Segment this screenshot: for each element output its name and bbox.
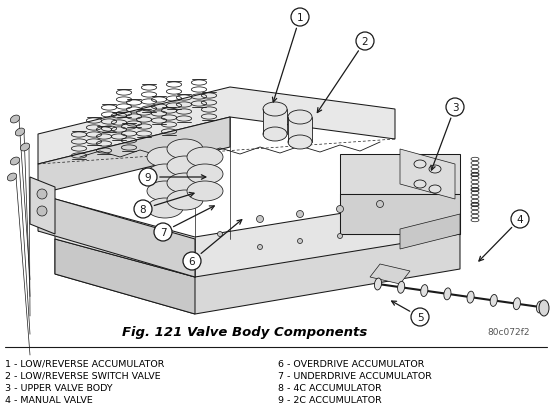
Circle shape [139,168,157,187]
Text: 7: 7 [160,228,166,237]
Polygon shape [55,239,195,314]
Ellipse shape [490,295,497,307]
Circle shape [217,232,222,237]
Ellipse shape [467,292,474,303]
Ellipse shape [167,157,203,177]
Circle shape [298,239,302,244]
Circle shape [134,200,152,218]
Polygon shape [400,149,455,200]
Ellipse shape [10,158,20,166]
Text: 8 - 4C ACCUMULATOR: 8 - 4C ACCUMULATOR [278,383,382,392]
Ellipse shape [513,298,521,310]
Polygon shape [288,118,312,143]
Text: 4: 4 [517,215,523,224]
Polygon shape [340,155,460,194]
Text: Fig. 121 Valve Body Components: Fig. 121 Valve Body Components [123,326,368,339]
Circle shape [183,252,201,270]
Ellipse shape [397,281,405,294]
Text: 80c072f2: 80c072f2 [487,328,530,337]
Text: 3 - UPPER VALVE BODY: 3 - UPPER VALVE BODY [5,383,113,392]
Polygon shape [38,118,230,194]
Ellipse shape [147,181,183,202]
Ellipse shape [167,190,203,211]
Polygon shape [30,177,55,234]
Circle shape [257,216,263,223]
Text: 6 - OVERDRIVE ACCUMULATOR: 6 - OVERDRIVE ACCUMULATOR [278,359,424,368]
Text: 9 - 2C ACCUMULATOR: 9 - 2C ACCUMULATOR [278,395,382,404]
Polygon shape [55,194,460,277]
Text: 7 - UNDERDRIVE ACCUMULATOR: 7 - UNDERDRIVE ACCUMULATOR [278,371,432,380]
Polygon shape [263,110,287,135]
Ellipse shape [187,164,223,185]
Ellipse shape [414,181,426,189]
Ellipse shape [263,103,287,117]
Circle shape [376,201,384,208]
Circle shape [154,224,172,241]
Polygon shape [55,234,460,314]
Text: 6: 6 [189,256,195,266]
Ellipse shape [187,148,223,168]
Text: 1: 1 [296,13,303,23]
Text: 3: 3 [452,103,458,113]
Circle shape [37,207,47,216]
Circle shape [337,206,343,213]
Text: 2 - LOW/REVERSE SWITCH VALVE: 2 - LOW/REVERSE SWITCH VALVE [5,371,161,380]
Ellipse shape [288,111,312,125]
Ellipse shape [167,174,203,194]
Circle shape [257,245,263,250]
Text: 2: 2 [362,37,368,47]
Text: 8: 8 [140,205,146,215]
Ellipse shape [7,174,17,181]
Ellipse shape [147,198,183,218]
Circle shape [337,234,342,239]
Ellipse shape [414,161,426,168]
Text: 5: 5 [417,312,423,322]
Ellipse shape [429,166,441,174]
Polygon shape [340,194,460,234]
Ellipse shape [288,136,312,149]
Ellipse shape [167,140,203,160]
Ellipse shape [421,285,428,297]
Text: 9: 9 [145,173,151,183]
Ellipse shape [147,148,183,168]
Ellipse shape [444,288,451,300]
Ellipse shape [374,278,381,290]
Polygon shape [340,194,460,234]
Ellipse shape [539,300,549,316]
Polygon shape [38,88,395,164]
Ellipse shape [15,129,25,136]
Text: 4 - MANUAL VALVE: 4 - MANUAL VALVE [5,395,93,404]
Circle shape [511,211,529,228]
Circle shape [356,33,374,51]
Ellipse shape [263,128,287,142]
Polygon shape [400,215,460,249]
Ellipse shape [187,181,223,202]
Ellipse shape [429,185,441,194]
Ellipse shape [537,301,544,313]
Circle shape [296,211,304,218]
Ellipse shape [10,116,20,124]
Polygon shape [370,264,410,284]
Ellipse shape [147,164,183,185]
Circle shape [446,99,464,117]
Text: 1 - LOW/REVERSE ACCUMULATOR: 1 - LOW/REVERSE ACCUMULATOR [5,359,164,368]
Ellipse shape [20,144,30,151]
Circle shape [37,190,47,200]
Polygon shape [38,194,195,277]
Circle shape [291,9,309,27]
Circle shape [411,308,429,326]
